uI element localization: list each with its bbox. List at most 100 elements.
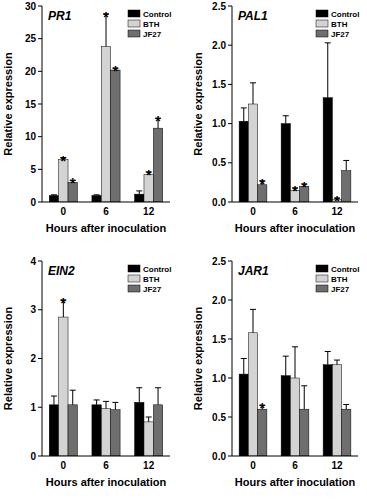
significance: * [302, 179, 308, 195]
bar [342, 171, 351, 202]
error-bar [155, 388, 161, 405]
error-bar [241, 108, 247, 121]
y-tick-label: 1.5 [212, 79, 226, 90]
y-tick [228, 456, 232, 457]
x-axis-label: Hours after inoculation [235, 476, 356, 488]
error-bar [250, 83, 256, 104]
bar [92, 405, 101, 456]
legend-swatch [128, 285, 140, 292]
y-tick [228, 45, 232, 46]
x-tick-label: 12 [143, 206, 155, 217]
bar [135, 194, 144, 202]
y-tick [228, 417, 232, 418]
error-bar [51, 396, 57, 405]
y-tick [228, 300, 232, 301]
title: JAR1 [238, 264, 269, 278]
bars [239, 309, 351, 456]
y-tick-label: 2 [30, 353, 36, 364]
legend-swatch [128, 275, 140, 282]
y-tick-label: 30 [25, 1, 37, 12]
bar [49, 195, 58, 202]
bar [101, 47, 110, 202]
x-tick-label: 0 [61, 460, 67, 471]
y-tick-label: 0.5 [212, 157, 226, 168]
panel: 0.00.51.01.52.02.5****0612Hours after in… [192, 1, 359, 235]
x-axis [42, 456, 170, 457]
bar [239, 121, 248, 202]
significance: * [260, 176, 266, 192]
bar [239, 374, 248, 456]
y-axis-label: Relative expression [2, 52, 14, 156]
y-tick [38, 261, 42, 262]
bars [239, 43, 351, 202]
legend: ControlBTHJF27 [128, 10, 171, 39]
bar [153, 405, 162, 456]
y-tick [38, 202, 42, 203]
error-bar [283, 116, 289, 124]
y-tick [228, 162, 232, 163]
error-bar [250, 309, 256, 332]
bar [101, 409, 110, 456]
x-tick-label: 6 [292, 460, 298, 471]
legend-label: BTH [143, 20, 160, 29]
bar [92, 195, 101, 202]
legend-swatch [128, 20, 140, 27]
legend-label: BTH [331, 20, 348, 29]
y-tick-label: 1.0 [212, 373, 226, 384]
y-tick-label: 0.0 [212, 451, 226, 462]
error-bar [94, 194, 100, 196]
y-tick [228, 6, 232, 7]
title: PAL1 [238, 9, 268, 23]
significance: * [155, 113, 161, 129]
y-tick-label: 4 [30, 256, 36, 267]
error-bar [94, 400, 100, 405]
y-tick [38, 309, 42, 310]
y-axis-label: Relative expression [2, 307, 14, 411]
legend-swatch [128, 265, 140, 272]
y-tick [38, 38, 42, 39]
x-tick-label: 12 [331, 460, 343, 471]
x-axis-label: Hours after inoculation [46, 222, 167, 234]
y-axis-label: Relative expression [192, 52, 204, 156]
y-tick [38, 169, 42, 170]
bar [111, 70, 120, 202]
title: EIN2 [48, 264, 75, 278]
error-bar [51, 194, 57, 196]
y-tick [228, 202, 232, 203]
y-tick-label: 20 [25, 66, 37, 77]
y-tick [228, 84, 232, 85]
bar [111, 410, 120, 456]
error-bar [112, 402, 118, 409]
legend-swatch [316, 20, 328, 27]
bar [248, 104, 257, 202]
bar [248, 333, 257, 456]
x-tick-label: 12 [331, 206, 343, 217]
y-tick-label: 5 [30, 164, 36, 175]
y-tick-label: 0 [30, 197, 36, 208]
error-bar [325, 351, 331, 364]
legend-label: BTH [143, 275, 160, 284]
error-bar [103, 401, 109, 408]
y-tick [38, 104, 42, 105]
figure: 051015202530******0612Hours after inocul… [0, 0, 367, 500]
significance: * [113, 63, 119, 79]
legend-swatch [316, 265, 328, 272]
x-axis [232, 202, 358, 203]
x-axis [42, 202, 170, 203]
legend-label: JF27 [331, 285, 350, 294]
bar [144, 422, 153, 456]
error-bar [146, 417, 152, 422]
y-tick [228, 123, 232, 124]
bar [153, 128, 162, 202]
y-axis [42, 261, 43, 456]
error-bar [343, 160, 349, 170]
legend: ControlBTHJF27 [128, 265, 171, 294]
bars [49, 14, 162, 202]
y-tick-label: 1.0 [212, 118, 226, 129]
y-tick-label: 10 [25, 131, 37, 142]
bar [135, 402, 144, 456]
x-tick-label: 6 [292, 206, 298, 217]
y-axis-label: Relative expression [192, 307, 204, 411]
legend-label: JF27 [331, 30, 350, 39]
legend-label: Control [331, 265, 359, 274]
